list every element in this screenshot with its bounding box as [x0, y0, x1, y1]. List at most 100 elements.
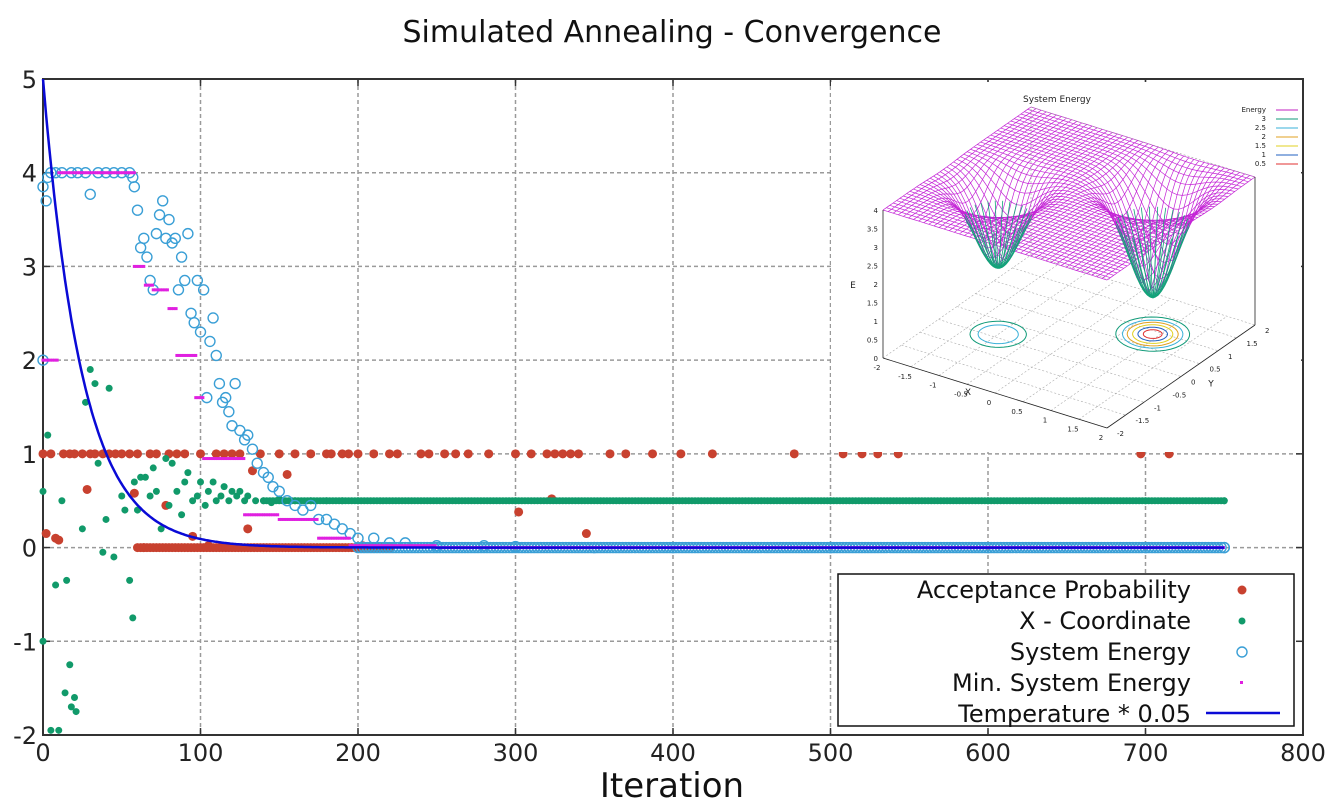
min-energy-point — [239, 457, 243, 461]
min-energy-point — [53, 358, 57, 362]
surface-mesh-line — [1017, 116, 1242, 187]
acceptance-point — [58, 449, 68, 459]
min-energy-point — [225, 457, 229, 461]
min-energy-point — [333, 536, 337, 540]
system-energy-point — [246, 443, 259, 455]
inset-z-tick-label: 4 — [874, 207, 879, 215]
min-energy-point — [169, 307, 173, 311]
min-energy-point — [317, 536, 321, 540]
x-coordinate-point — [197, 478, 204, 486]
acceptance-point — [129, 488, 139, 498]
acceptance-point — [180, 449, 190, 459]
min-energy-point — [259, 513, 263, 517]
inset-x-tick-label: 2 — [1099, 434, 1103, 442]
inset-y-tick-label: 0 — [1191, 379, 1195, 387]
surface-well-line — [1121, 213, 1153, 298]
x-coordinate-point — [236, 487, 244, 495]
min-energy-point — [206, 457, 210, 461]
surface-mesh-line — [1007, 123, 1232, 227]
min-energy-point — [78, 171, 82, 175]
inset-legend-label: 2.5 — [1255, 124, 1266, 132]
x-coordinate-point — [110, 553, 118, 561]
x-tick-label: 500 — [808, 739, 854, 767]
min-energy-point — [393, 544, 397, 548]
min-energy-point — [421, 544, 425, 548]
surface-mesh-line — [1003, 125, 1229, 245]
x-coordinate-point — [105, 384, 113, 392]
min-energy-point — [177, 353, 181, 357]
x-tick-label: 400 — [650, 739, 696, 767]
min-energy-point — [280, 517, 284, 521]
x-coordinate-point — [220, 483, 228, 491]
inset-z-tick-label: 3 — [874, 244, 878, 252]
floor-grid-line — [956, 306, 1182, 377]
min-energy-point — [237, 457, 241, 461]
surface-mesh-line — [977, 144, 1202, 267]
inset-x-tick-label: 1.5 — [1067, 425, 1078, 433]
y-tick-label: 1 — [22, 441, 37, 469]
min-energy-point — [262, 513, 265, 517]
x-tick-label: 0 — [35, 739, 50, 767]
legend-label-system-energy: System Energy — [1010, 638, 1191, 666]
inset-surface — [882, 106, 1256, 299]
x-coordinate-point — [189, 497, 197, 505]
min-energy-point — [310, 517, 314, 521]
acceptance-point — [550, 449, 560, 459]
system-energy-point — [141, 251, 153, 263]
min-energy-point — [326, 536, 330, 540]
surface-well-line — [1120, 232, 1153, 298]
min-energy-point — [191, 353, 195, 357]
min-energy-point — [211, 457, 215, 461]
min-energy-point — [55, 358, 59, 362]
min-energy-point — [428, 544, 432, 548]
contour-ring — [1132, 324, 1174, 344]
acceptance-point — [511, 449, 520, 459]
system-energy-point — [150, 227, 163, 240]
min-energy-point — [340, 536, 344, 540]
system-energy-point — [188, 316, 200, 329]
surface-mesh-line — [953, 161, 1178, 235]
acceptance-point — [353, 449, 363, 459]
min-energy-point — [347, 536, 351, 540]
min-energy-point — [284, 517, 288, 521]
surface-well-line — [1152, 218, 1189, 298]
min-energy-point — [163, 288, 167, 292]
x-coordinate-point — [209, 478, 217, 486]
min-energy-point — [362, 544, 366, 548]
system-energy-point — [262, 471, 274, 483]
min-energy-point — [276, 513, 280, 517]
min-energy-point — [199, 396, 202, 400]
contour-ring — [969, 320, 1027, 348]
x-coordinate-point — [204, 487, 212, 495]
min-energy-point — [165, 288, 169, 292]
min-energy-point — [201, 396, 205, 400]
acceptance-point — [41, 529, 51, 539]
system-energy-point — [207, 312, 219, 324]
min-energy-point — [223, 457, 227, 461]
system-energy-point — [251, 457, 263, 469]
x-coordinate-point — [201, 501, 209, 509]
min-energy-point — [358, 544, 362, 548]
min-energy-point — [395, 544, 399, 548]
min-energy-point — [95, 171, 99, 175]
min-energy-point — [209, 457, 213, 461]
surface-well-line — [1139, 239, 1153, 299]
x-coordinate-point — [58, 497, 66, 505]
series-layer — [37, 78, 1230, 734]
acceptance-point — [385, 449, 394, 459]
min-energy-point — [137, 264, 141, 268]
surface-mesh-line — [983, 139, 1208, 291]
acceptance-point — [574, 449, 583, 459]
legend-label-acceptance: Acceptance Probability — [917, 576, 1191, 604]
min-energy-point — [343, 536, 347, 540]
surface-well-line — [1125, 235, 1153, 298]
inset-z-tick-label: 3.5 — [867, 226, 878, 234]
min-energy-point — [296, 517, 300, 521]
min-energy-point — [46, 358, 50, 362]
min-energy-point — [90, 171, 94, 175]
min-energy-point — [400, 544, 404, 548]
surface-mesh-line — [909, 190, 1135, 262]
acceptance-point — [581, 529, 591, 539]
system-energy-point — [219, 391, 232, 404]
surface-well-line — [979, 228, 999, 269]
